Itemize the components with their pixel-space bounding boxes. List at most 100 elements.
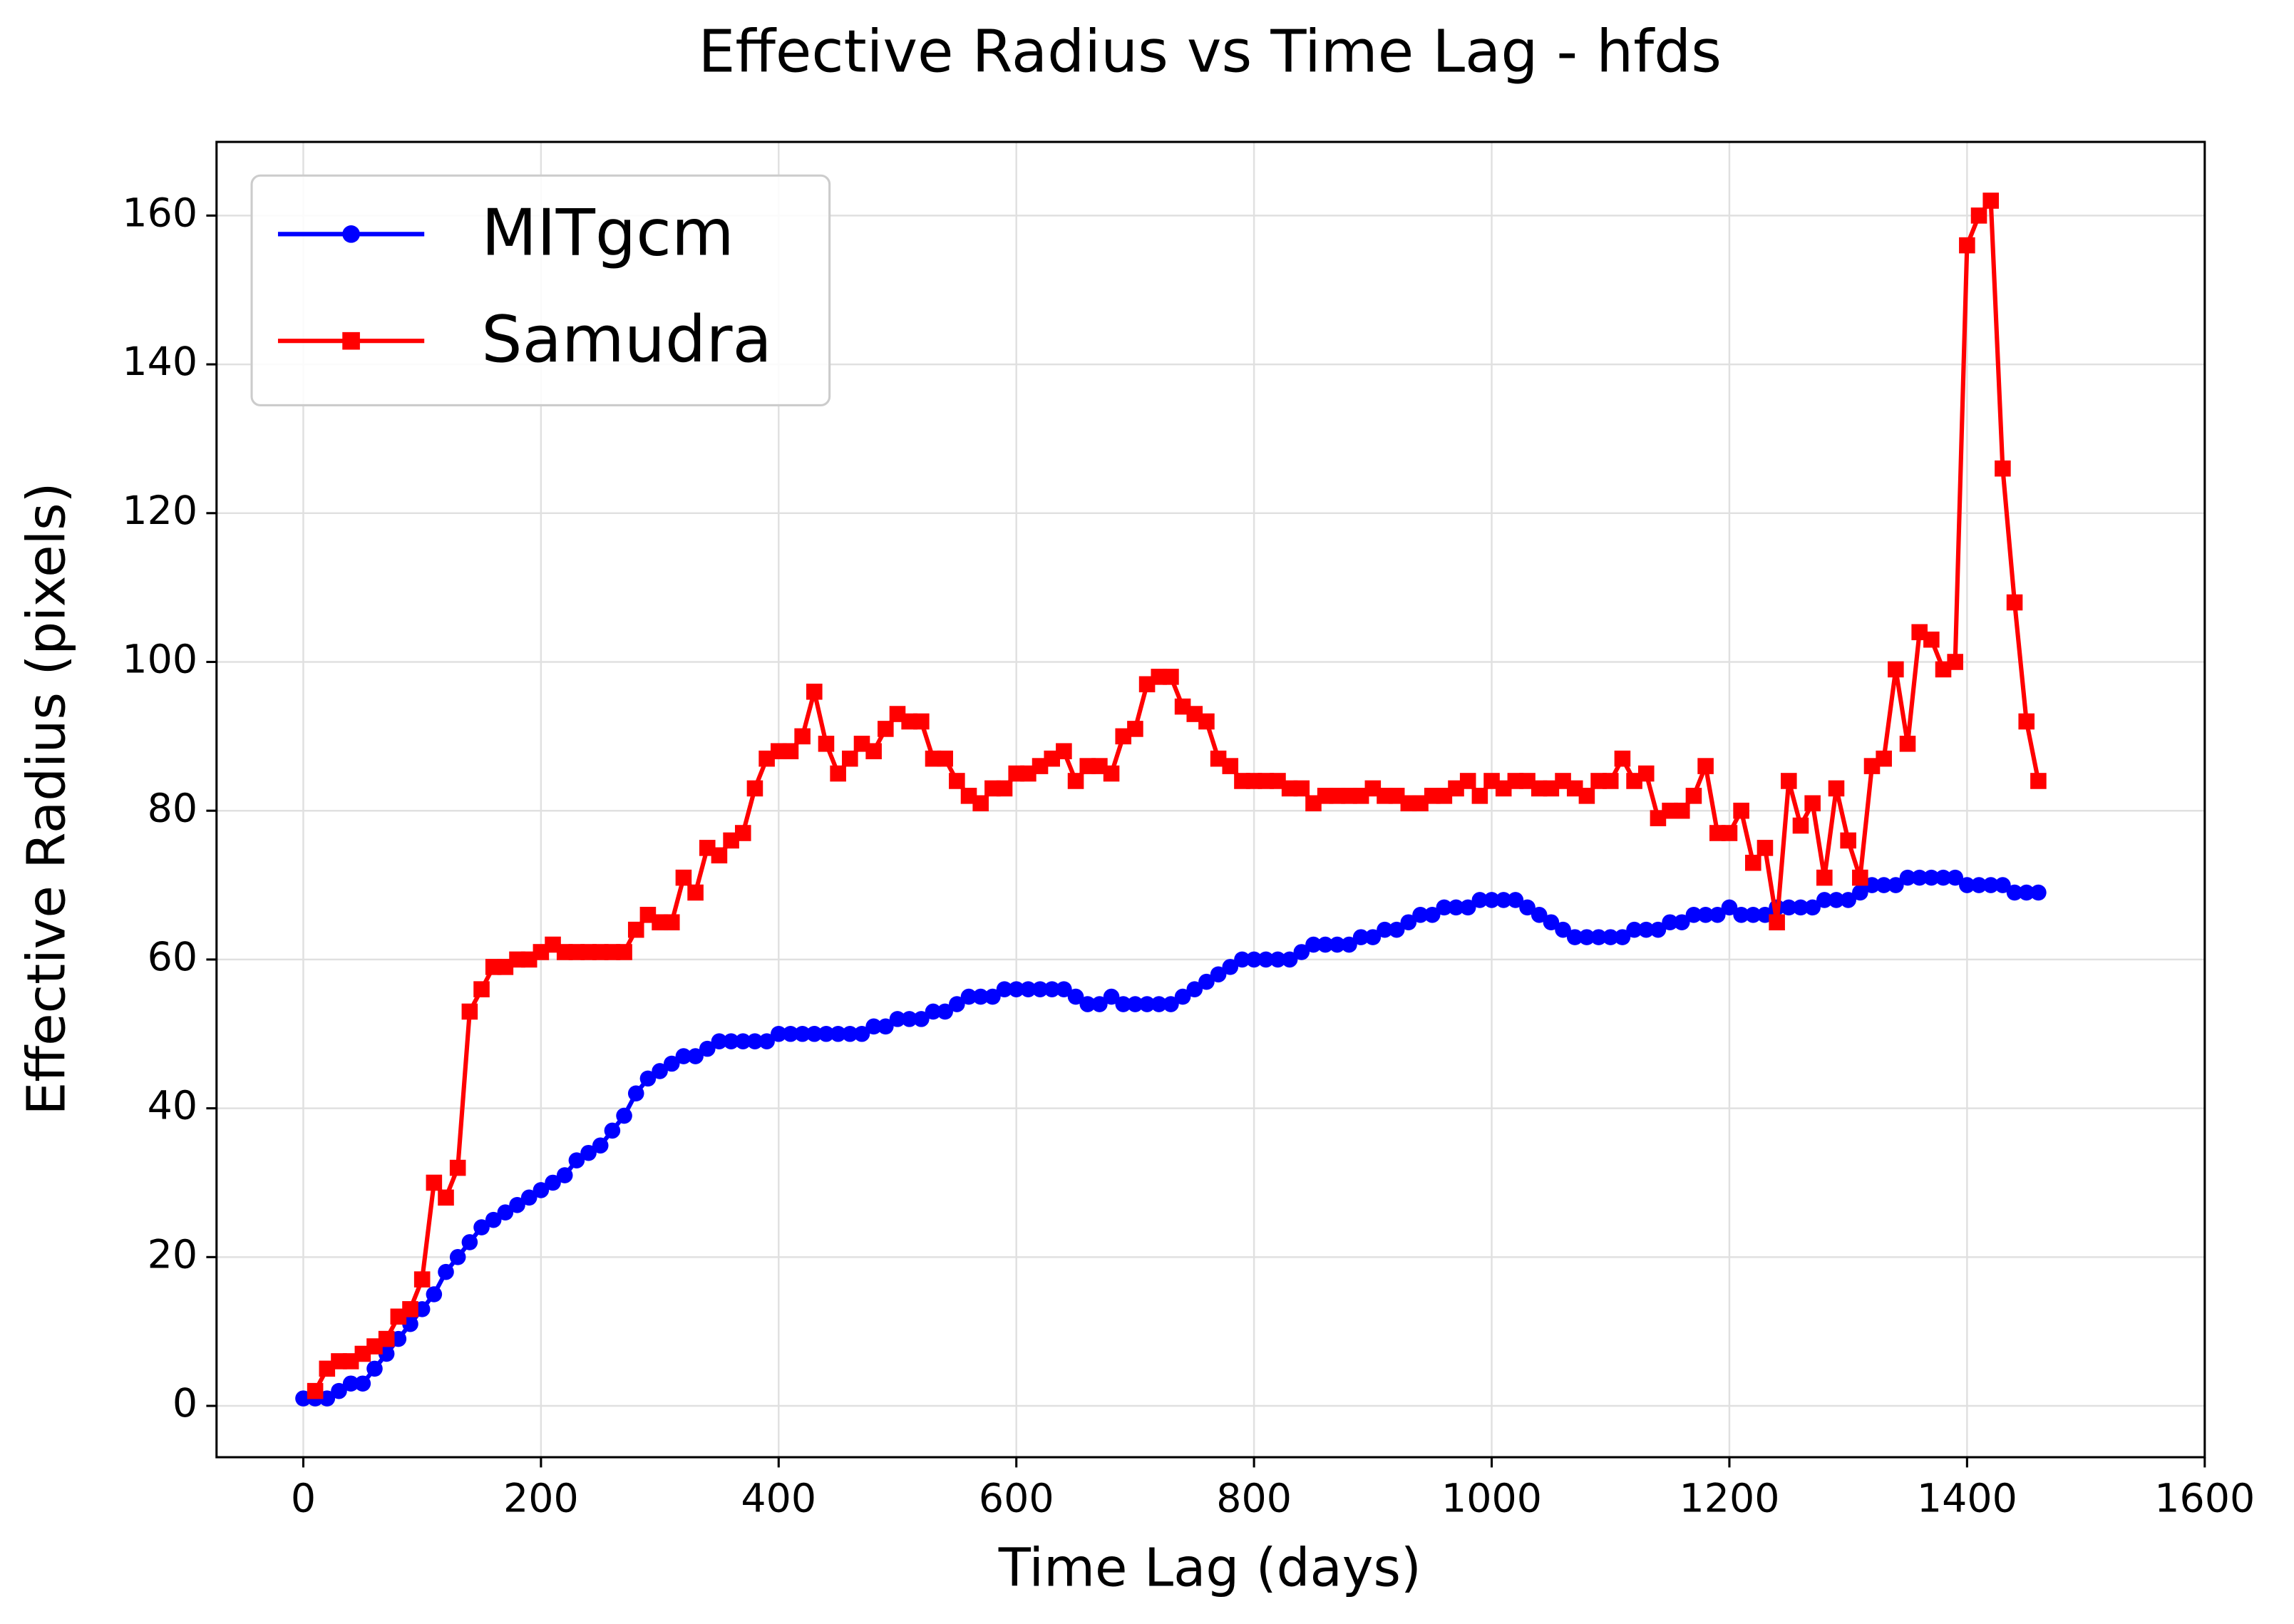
data-point xyxy=(1852,884,1868,901)
data-point xyxy=(1995,877,2011,893)
data-point xyxy=(354,1375,371,1392)
data-point xyxy=(1650,921,1667,938)
data-point xyxy=(1151,996,1168,1012)
data-point xyxy=(1032,981,1049,997)
data-point xyxy=(426,1174,443,1191)
data-point xyxy=(830,765,846,782)
legend-label: Samudra xyxy=(481,302,772,377)
data-point xyxy=(984,988,1001,1005)
data-point xyxy=(1222,758,1239,774)
data-point xyxy=(1685,788,1702,804)
data-point xyxy=(1840,892,1856,908)
data-point xyxy=(1781,773,1797,789)
data-point xyxy=(1804,899,1821,916)
data-point xyxy=(449,1159,466,1176)
data-point xyxy=(734,825,751,841)
data-point xyxy=(1602,929,1619,945)
data-point xyxy=(972,988,989,1005)
data-point xyxy=(1614,750,1631,767)
data-point xyxy=(687,884,704,901)
data-point xyxy=(1329,936,1346,953)
data-point xyxy=(592,1137,609,1154)
data-point xyxy=(913,1011,930,1027)
data-point xyxy=(307,1382,324,1399)
data-point xyxy=(878,721,894,737)
data-point xyxy=(842,750,858,767)
data-point xyxy=(663,1055,680,1072)
data-point xyxy=(1317,936,1334,953)
data-point xyxy=(639,1070,657,1087)
data-point xyxy=(1234,951,1250,968)
data-point xyxy=(806,683,823,700)
data-point xyxy=(378,1330,395,1347)
x-tick-label: 1200 xyxy=(1679,1476,1779,1522)
data-point xyxy=(1947,654,1963,670)
data-point xyxy=(604,1122,621,1139)
data-point xyxy=(331,1382,347,1399)
data-point xyxy=(1828,892,1845,908)
data-point xyxy=(949,996,965,1012)
x-tick-label: 1600 xyxy=(2154,1476,2255,1522)
data-point xyxy=(1733,907,1749,923)
data-point xyxy=(1115,996,1132,1012)
data-point xyxy=(972,795,989,812)
y-tick-label: 140 xyxy=(122,339,197,385)
data-point xyxy=(1008,981,1024,997)
data-point xyxy=(1590,929,1607,945)
data-point xyxy=(1745,854,1761,871)
data-point xyxy=(1424,907,1441,923)
data-point xyxy=(1637,921,1655,938)
data-point xyxy=(2006,884,2023,901)
data-point xyxy=(1637,765,1655,782)
data-point xyxy=(1163,996,1179,1012)
data-point xyxy=(426,1286,443,1302)
data-point xyxy=(1816,869,1833,886)
data-point xyxy=(758,1033,775,1049)
data-point xyxy=(1673,914,1690,931)
x-axis-label: Time Lag (days) xyxy=(998,1538,1421,1599)
data-point xyxy=(1222,959,1239,975)
data-point xyxy=(901,1011,917,1027)
data-point xyxy=(1578,788,1595,804)
data-point xyxy=(1792,899,1809,916)
data-point xyxy=(520,1189,538,1206)
data-point xyxy=(545,1174,561,1191)
y-axis-label: Effective Radius (pixels) xyxy=(16,483,77,1116)
data-point xyxy=(1127,721,1143,737)
data-point xyxy=(1888,877,1904,893)
data-point xyxy=(878,1018,894,1035)
data-point xyxy=(627,921,644,938)
data-point xyxy=(996,780,1013,797)
data-point xyxy=(818,1025,835,1042)
data-point xyxy=(1876,877,1892,893)
data-point xyxy=(1127,996,1143,1012)
legend-label: MITgcm xyxy=(481,195,734,270)
y-tick-label: 120 xyxy=(122,488,197,534)
data-point xyxy=(746,1033,763,1049)
data-point xyxy=(1245,951,1262,968)
data-point xyxy=(1923,631,1940,648)
data-point xyxy=(1959,877,1975,893)
data-point xyxy=(1959,237,1975,254)
data-point xyxy=(771,1025,787,1042)
data-point xyxy=(1163,669,1179,685)
data-point xyxy=(1103,988,1120,1005)
data-point xyxy=(1555,921,1571,938)
data-point xyxy=(1103,765,1120,782)
data-point xyxy=(438,1263,454,1280)
data-point xyxy=(949,773,965,789)
data-point xyxy=(1792,817,1809,834)
data-point xyxy=(1138,996,1156,1012)
data-point xyxy=(1293,944,1310,960)
data-point xyxy=(509,1196,525,1213)
data-point xyxy=(1471,788,1488,804)
data-point xyxy=(616,944,632,960)
data-point xyxy=(1412,907,1429,923)
data-point xyxy=(1519,899,1536,916)
data-point xyxy=(485,1211,502,1228)
data-point xyxy=(1377,921,1393,938)
data-point xyxy=(937,1003,953,1020)
data-point xyxy=(1816,892,1833,908)
data-point xyxy=(2018,884,2035,901)
